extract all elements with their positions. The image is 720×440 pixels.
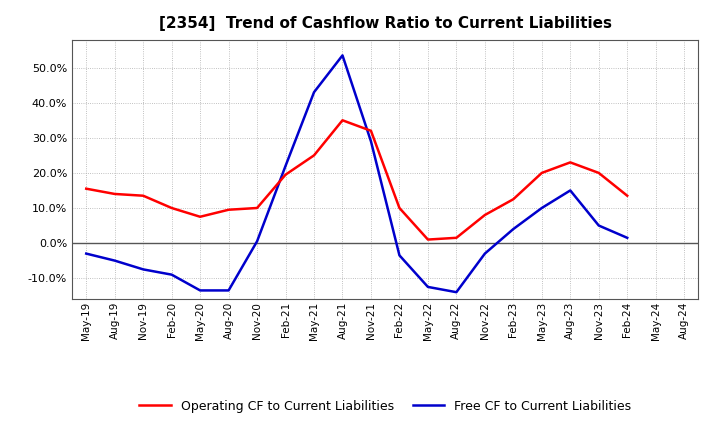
Operating CF to Current Liabilities bbox=[395, 205, 404, 211]
Operating CF to Current Liabilities bbox=[366, 128, 375, 133]
Free CF to Current Liabilities bbox=[139, 267, 148, 272]
Free CF to Current Liabilities bbox=[253, 238, 261, 244]
Operating CF to Current Liabilities bbox=[139, 193, 148, 198]
Free CF to Current Liabilities bbox=[282, 163, 290, 169]
Free CF to Current Liabilities bbox=[395, 253, 404, 258]
Free CF to Current Liabilities bbox=[480, 251, 489, 256]
Free CF to Current Liabilities bbox=[595, 223, 603, 228]
Free CF to Current Liabilities bbox=[366, 139, 375, 144]
Free CF to Current Liabilities bbox=[623, 235, 631, 240]
Title: [2354]  Trend of Cashflow Ratio to Current Liabilities: [2354] Trend of Cashflow Ratio to Curren… bbox=[158, 16, 612, 32]
Operating CF to Current Liabilities bbox=[509, 197, 518, 202]
Operating CF to Current Liabilities bbox=[225, 207, 233, 213]
Operating CF to Current Liabilities bbox=[282, 172, 290, 177]
Free CF to Current Liabilities bbox=[452, 290, 461, 295]
Legend: Operating CF to Current Liabilities, Free CF to Current Liabilities: Operating CF to Current Liabilities, Fre… bbox=[135, 395, 636, 418]
Free CF to Current Liabilities bbox=[82, 251, 91, 256]
Operating CF to Current Liabilities bbox=[253, 205, 261, 211]
Free CF to Current Liabilities bbox=[310, 90, 318, 95]
Line: Operating CF to Current Liabilities: Operating CF to Current Liabilities bbox=[86, 120, 627, 239]
Free CF to Current Liabilities bbox=[225, 288, 233, 293]
Free CF to Current Liabilities bbox=[110, 258, 119, 263]
Operating CF to Current Liabilities bbox=[595, 170, 603, 176]
Operating CF to Current Liabilities bbox=[310, 153, 318, 158]
Free CF to Current Liabilities bbox=[196, 288, 204, 293]
Free CF to Current Liabilities bbox=[566, 188, 575, 193]
Operating CF to Current Liabilities bbox=[623, 193, 631, 198]
Operating CF to Current Liabilities bbox=[452, 235, 461, 240]
Operating CF to Current Liabilities bbox=[537, 170, 546, 176]
Free CF to Current Liabilities bbox=[167, 272, 176, 277]
Free CF to Current Liabilities bbox=[423, 284, 432, 290]
Operating CF to Current Liabilities bbox=[338, 117, 347, 123]
Operating CF to Current Liabilities bbox=[167, 205, 176, 211]
Operating CF to Current Liabilities bbox=[566, 160, 575, 165]
Operating CF to Current Liabilities bbox=[110, 191, 119, 197]
Free CF to Current Liabilities bbox=[338, 53, 347, 58]
Line: Free CF to Current Liabilities: Free CF to Current Liabilities bbox=[86, 55, 627, 292]
Operating CF to Current Liabilities bbox=[423, 237, 432, 242]
Free CF to Current Liabilities bbox=[537, 205, 546, 211]
Operating CF to Current Liabilities bbox=[196, 214, 204, 220]
Operating CF to Current Liabilities bbox=[82, 186, 91, 191]
Free CF to Current Liabilities bbox=[509, 227, 518, 232]
Operating CF to Current Liabilities bbox=[480, 213, 489, 218]
